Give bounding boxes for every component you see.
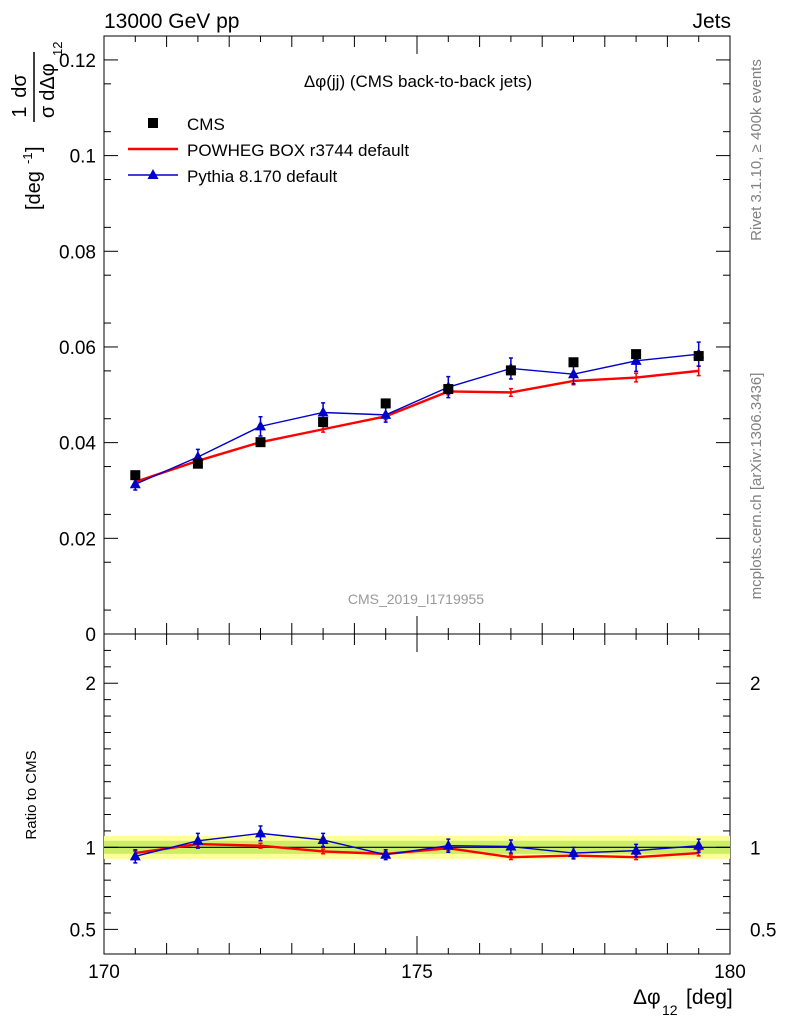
pythia-point — [255, 420, 266, 431]
side-label-bottom: mcplots.cern.ch [arXiv:1306.3436] — [748, 373, 765, 600]
cms-point — [255, 437, 266, 448]
pythia-ratio-line — [135, 832, 699, 858]
main-axis-ticks: 0 0.02 0.04 0.06 0.08 0.1 0.12 — [59, 35, 731, 646]
cms-point — [693, 351, 704, 362]
ratio-series — [129, 825, 705, 864]
main-series — [129, 341, 705, 491]
main-y-tick-label: 0.1 — [70, 147, 96, 168]
legend-pythia-marker — [147, 169, 159, 179]
svg-text:[deg]: [deg] — [686, 986, 733, 1009]
x-tick-label: 175 — [401, 962, 433, 983]
y-label-denominator: σ — [37, 105, 59, 118]
pythia-ratio-point — [192, 834, 204, 845]
main-y-tick-label: 0.02 — [59, 529, 96, 550]
main-y-axis-label: 1 dσ σ dΔφ 12 [deg -1 ] — [9, 42, 65, 210]
pythia-point — [317, 406, 329, 417]
y-label-numerator: dσ — [9, 74, 31, 98]
pythia-ratio-point — [380, 848, 392, 859]
pythia-ratio-point — [505, 840, 517, 851]
pythia-ratio-point — [693, 839, 705, 850]
legend: CMS POWHEG BOX r3744 default Pythia 8.170 … — [128, 115, 409, 186]
main-y-tick-label: 0.12 — [59, 51, 96, 72]
powheg-ratio-error-bar — [258, 842, 263, 849]
legend-cms-marker — [148, 118, 158, 128]
ratio-y-tick-label-right: 2 — [750, 674, 761, 695]
cms-point — [130, 470, 141, 481]
svg-text:12: 12 — [50, 42, 65, 56]
powheg-ratio-error-bar — [508, 854, 513, 861]
pythia-ratio-point — [255, 827, 266, 838]
pythia-ratio-point — [129, 850, 141, 861]
ratio-y-tick-label: 2 — [85, 674, 96, 695]
legend-entry-label: Pythia 8.170 default — [187, 167, 338, 186]
svg-text:12: 12 — [662, 1002, 678, 1018]
svg-text:[deg: [deg — [23, 171, 45, 210]
powheg-line — [134, 369, 699, 484]
x-tick-label: 170 — [88, 962, 120, 983]
side-label-top: Rivet 3.1.10, ≥ 400k events — [748, 59, 765, 241]
cms-point — [380, 398, 391, 409]
watermark: CMS_2019_I1719955 — [348, 591, 484, 607]
cms-point — [192, 458, 203, 469]
pythia-ratio-point — [442, 839, 454, 850]
powheg-ratio-error-bar — [321, 848, 326, 855]
cms-point — [505, 365, 516, 376]
ratio-panel-frame — [103, 633, 731, 955]
svg-text:Δφ: Δφ — [633, 986, 661, 1009]
powheg-error-bar — [508, 387, 513, 397]
process-label: Jets — [692, 10, 731, 33]
cms-point — [318, 417, 329, 428]
cms-point — [631, 349, 642, 360]
powheg-error-bar — [634, 372, 639, 383]
x-tick-label: 180 — [714, 962, 746, 983]
cms-point — [443, 384, 454, 395]
legend-entry-label: POWHEG BOX r3744 default — [187, 141, 409, 160]
svg-text:-1: -1 — [20, 152, 35, 164]
pythia-ratio-point — [317, 833, 329, 844]
cms-point — [568, 357, 579, 368]
main-y-tick-label: 0.06 — [59, 338, 96, 359]
y-label-one: 1 — [9, 106, 31, 117]
pythia-point — [380, 408, 392, 419]
pythia-point — [568, 368, 579, 379]
ratio-y-label: Ratio to CMS — [23, 750, 40, 839]
main-y-tick-label: 0.08 — [59, 242, 96, 263]
legend-entry-label: CMS — [187, 115, 225, 134]
plot-title: Δφ(jj) (CMS back-to-back jets) — [304, 72, 532, 91]
svg-text:]: ] — [23, 146, 45, 152]
svg-text:dΔφ: dΔφ — [37, 63, 59, 100]
ratio-y-tick-label-right: 1 — [750, 838, 761, 859]
pythia-point — [192, 450, 204, 461]
pythia-point — [630, 354, 642, 365]
energy-label: 13000 GeV pp — [104, 10, 239, 33]
pythia-point — [129, 478, 141, 489]
ratio-y-tick-label: 1 — [85, 838, 96, 859]
ratio-axis-ticks: 0.5 0.5 1 1 2 2 170 175 180 — [70, 634, 776, 983]
powheg-ratio-line — [135, 842, 699, 859]
pythia-line — [135, 353, 699, 485]
pythia-ratio-point — [630, 844, 642, 855]
main-y-tick-label: 0 — [85, 625, 96, 646]
main-y-tick-label: 0.04 — [59, 434, 96, 455]
ratio-y-tick-label-right: 0.5 — [750, 920, 776, 941]
ratio-y-tick-label: 0.5 — [70, 920, 96, 941]
pythia-ratio-point — [568, 847, 579, 858]
x-axis-label: Δφ 12 [deg] — [633, 986, 733, 1018]
